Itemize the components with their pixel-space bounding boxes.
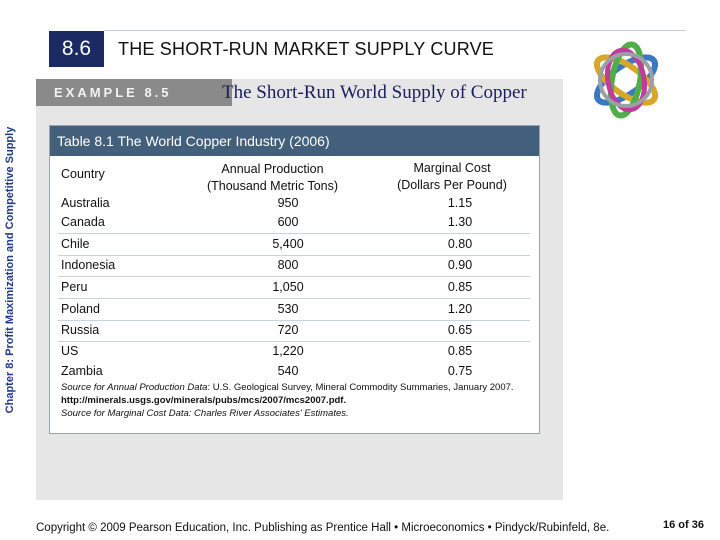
row-cost: 0.80	[447, 237, 473, 251]
row-production: 530	[277, 302, 299, 316]
interlocking-rings-logo	[594, 41, 658, 119]
example-label-band: EXAMPLE 8.5	[36, 79, 232, 106]
header-production-line2: (Thousand Metric Tons)	[206, 179, 339, 193]
section-number: 8.6	[61, 37, 92, 60]
page-number: 16 of 36	[663, 519, 704, 531]
source-url: http://minerals.usgs.gov/minerals/pubs/m…	[61, 395, 347, 406]
row-cost: 1.20	[447, 302, 473, 316]
row-divider	[58, 233, 530, 234]
source-cost-text: : Charles River Associates' Estimates.	[188, 408, 349, 419]
row-production: 720	[277, 323, 299, 337]
table-caption-text: Table 8.1 The World Copper Industry (200…	[57, 133, 330, 149]
row-country: Peru	[61, 280, 88, 294]
copyright-footer: Copyright © 2009 Pearson Education, Inc.…	[36, 522, 610, 534]
row-country: Chile	[61, 237, 90, 251]
row-divider	[58, 276, 530, 277]
row-divider	[58, 255, 530, 256]
row-country: Canada	[61, 215, 105, 229]
example-heading: The Short-Run World Supply of Copper	[222, 82, 527, 103]
row-production: 950	[277, 196, 299, 210]
row-country: US	[61, 344, 79, 358]
row-cost: 0.75	[447, 364, 473, 378]
row-country: Australia	[61, 196, 110, 210]
section-title: THE SHORT-RUN MARKET SUPPLY CURVE	[118, 39, 495, 59]
copper-table: Table 8.1 The World Copper Industry (200…	[49, 125, 540, 434]
row-production: 1,050	[272, 280, 304, 294]
row-country: Indonesia	[61, 258, 116, 272]
header-country: Country	[61, 167, 105, 181]
row-cost: 0.85	[447, 280, 473, 294]
table-caption: Table 8.1 The World Copper Industry (200…	[50, 126, 539, 156]
header-cost: Marginal Cost (Dollars Per Pound)	[382, 160, 522, 194]
source-production-label: Source for Annual Production Data	[61, 382, 208, 393]
row-cost: 1.15	[447, 196, 473, 210]
header-cost-line2: (Dollars Per Pound)	[397, 178, 507, 192]
header-production: Annual Production (Thousand Metric Tons)	[185, 161, 360, 195]
section-number-box: 8.6	[49, 31, 104, 67]
row-cost: 0.90	[447, 258, 473, 272]
row-country: Russia	[61, 323, 100, 337]
row-divider	[58, 320, 530, 321]
chapter-side-label: Chapter 8: Profit Maximization and Compe…	[0, 0, 20, 540]
row-country: Zambia	[61, 364, 103, 378]
row-divider	[58, 298, 530, 299]
source-cost-note: Source for Marginal Cost Data: Charles R…	[61, 407, 531, 420]
source-production-note: Source for Annual Production Data: U.S. …	[61, 381, 531, 394]
title-rule	[104, 30, 686, 31]
row-production: 5,400	[272, 237, 304, 251]
example-label: EXAMPLE 8.5	[54, 85, 172, 100]
source-production-text: : U.S. Geological Survey, Mineral Commod…	[207, 382, 514, 393]
row-cost: 0.65	[447, 323, 473, 337]
table-source-notes: Source for Annual Production Data: U.S. …	[61, 381, 531, 420]
source-cost-label: Source for Marginal Cost Data	[61, 408, 189, 419]
row-cost: 0.85	[447, 344, 473, 358]
row-cost: 1.30	[447, 215, 473, 229]
row-divider	[58, 341, 530, 342]
header-cost-line1: Marginal Cost	[413, 161, 491, 175]
row-production: 1,220	[272, 344, 304, 358]
row-country: Poland	[61, 302, 100, 316]
row-production: 800	[277, 258, 299, 272]
table-body: Country Annual Production (Thousand Metr…	[50, 156, 539, 434]
chapter-label-text: Chapter 8: Profit Maximization and Compe…	[4, 126, 16, 414]
row-production: 600	[277, 215, 299, 229]
header-production-line1: Annual Production	[221, 162, 324, 176]
row-production: 540	[277, 364, 299, 378]
